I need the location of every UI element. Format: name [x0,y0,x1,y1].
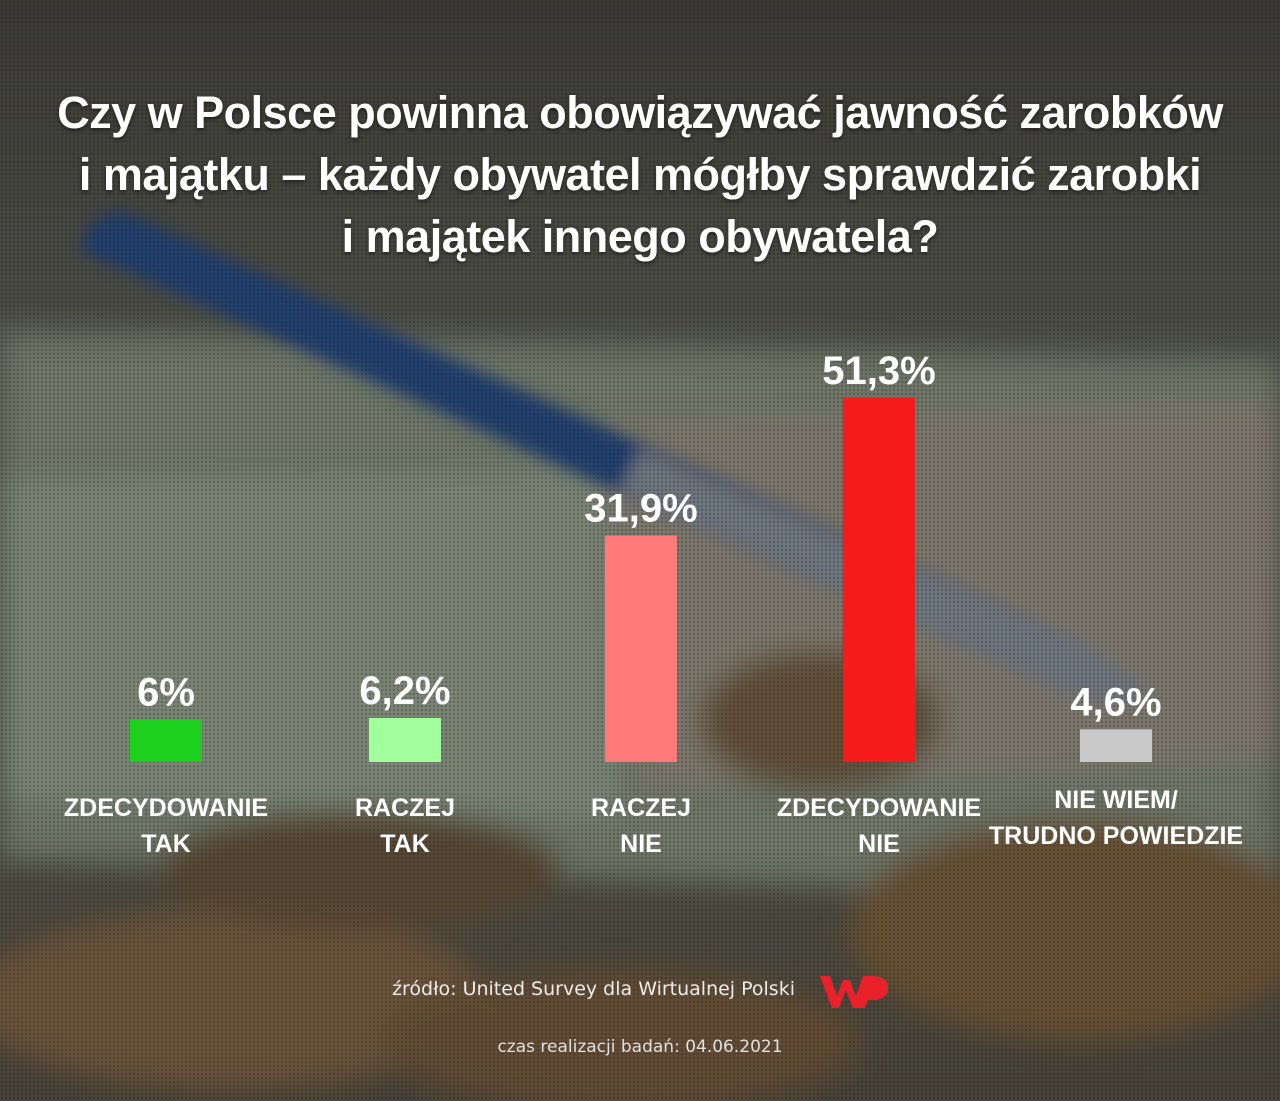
category-label-3-line-2: NIE [620,830,662,858]
title-line-1: Czy w Polsce powinna obowiązywać jawność… [57,87,1223,138]
category-label-1-line-2: TAK [141,830,191,858]
category-label-4-line-1: ZDECYDOWANIE [777,794,981,822]
wp-logo [820,976,888,1008]
value-label-3: 31,9% [584,487,697,531]
bar-5 [1080,729,1152,762]
value-label-2: 6,2% [359,669,450,713]
bar-4 [843,397,915,762]
category-label-2-line-1: RACZEJ [355,794,455,822]
value-label-1: 6% [137,670,195,714]
category-label-5-line-2: TRUDNO POWIEDZIE [989,822,1243,850]
bar-3 [605,535,677,762]
survey-date: czas realizacji badań: 04.06.2021 [497,1037,783,1057]
category-label-1-line-1: ZDECYDOWANIE [64,794,268,822]
bar-2 [369,717,441,762]
value-label-5: 4,6% [1070,680,1161,724]
title-line-2: i majątku – każdy obywatel mógłby sprawd… [78,149,1202,200]
category-label-3-line-1: RACZEJ [591,794,691,822]
category-label-2-line-2: TAK [380,830,430,858]
category-label-5-line-1: NIE WIEM/ [1054,786,1178,814]
source-row: źródło: United Survey dla Wirtualnej Pol… [0,976,1280,1008]
source-text: źródło: United Survey dla Wirtualnej Pol… [392,978,795,1000]
bar-1 [130,719,202,762]
chart-title: Czy w Polsce powinna obowiązywać jawność… [40,82,1240,268]
title-line-3: i majątek innego obywatela? [341,211,939,262]
value-label-4: 51,3% [822,349,935,393]
category-label-4-line-2: NIE [858,830,900,858]
